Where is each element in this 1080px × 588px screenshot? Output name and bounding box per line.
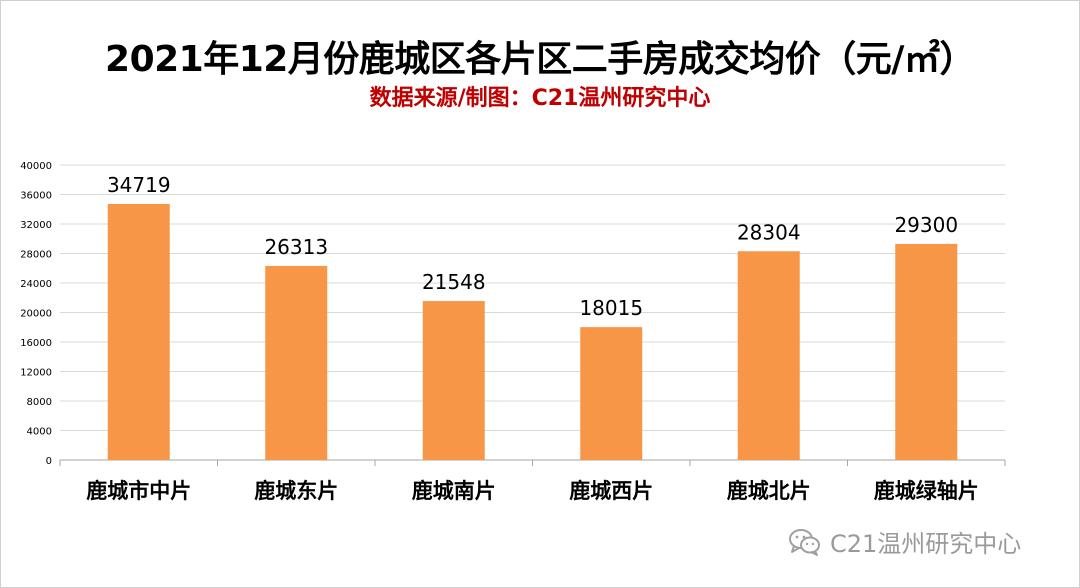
data-label: 28304 <box>737 220 801 244</box>
data-label: 21548 <box>422 270 486 294</box>
x-category-label: 鹿城北片 <box>727 479 811 503</box>
chart-subtitle: 数据来源/制图：C21温州研究中心 <box>369 86 711 111</box>
y-axis-ticks: 0 4000 8000 12000 16000 20000 24000 28000 32000 3… <box>20 161 52 467</box>
y-tick-label: 8000 <box>27 397 52 408</box>
y-tick-label: 40000 <box>20 161 52 172</box>
bars <box>107 203 958 460</box>
bar <box>895 243 958 460</box>
watermark: C21温州研究中心 <box>788 524 1021 559</box>
y-tick-label: 4000 <box>27 427 52 438</box>
y-tick-label: 24000 <box>20 279 52 290</box>
bar <box>107 203 170 460</box>
data-label: 26313 <box>264 235 328 259</box>
data-label: 34719 <box>107 173 171 197</box>
y-tick-label: 36000 <box>20 191 52 202</box>
bar <box>737 251 800 460</box>
watermark-text: C21温州研究中心 <box>830 530 1022 558</box>
chart-title: 2021年12月份鹿城区各片区二手房成交均价（元/㎡） <box>105 39 975 80</box>
y-tick-label: 28000 <box>20 250 52 261</box>
bar <box>422 301 485 460</box>
y-tick-label: 20000 <box>20 309 52 320</box>
bar <box>580 327 643 460</box>
x-axis: 鹿城市中片 鹿城东片 鹿城南片 鹿城西片 鹿城北片 鹿城绿轴片 <box>59 460 1006 503</box>
y-tick-label: 16000 <box>20 338 52 349</box>
y-tick-label: 0 <box>46 456 52 467</box>
data-labels: 34719 26313 21548 18015 28304 29300 <box>107 173 958 320</box>
x-category-label: 鹿城南片 <box>412 479 496 503</box>
data-label: 18015 <box>579 296 643 320</box>
x-category-label: 鹿城市中片 <box>86 479 191 503</box>
y-tick-label: 32000 <box>20 220 52 231</box>
x-category-label: 鹿城东片 <box>254 479 338 503</box>
x-category-label: 鹿城绿轴片 <box>874 479 979 503</box>
bar <box>265 265 328 460</box>
y-tick-label: 12000 <box>20 368 52 379</box>
gridlines <box>60 164 1005 461</box>
x-category-label: 鹿城西片 <box>569 479 653 503</box>
data-label: 29300 <box>894 213 958 237</box>
wechat-icon <box>789 528 820 556</box>
